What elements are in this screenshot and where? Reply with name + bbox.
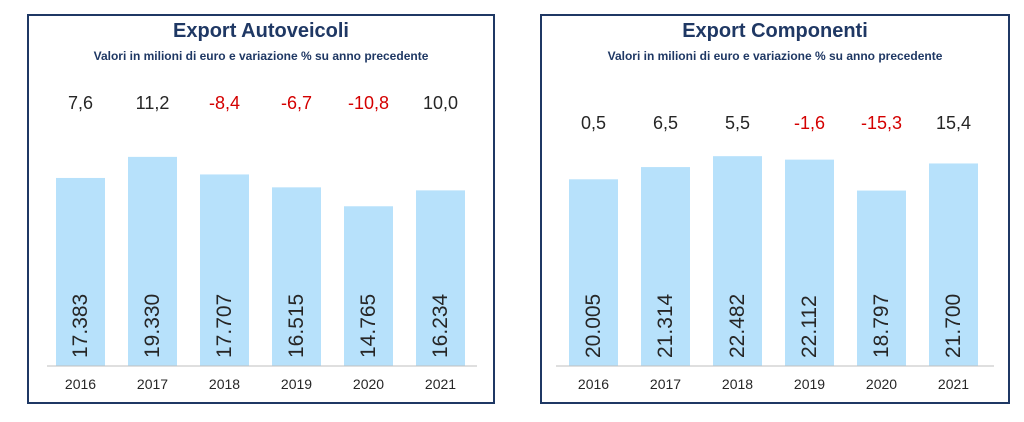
x-tick-label: 2017 <box>137 376 168 392</box>
variation-label: -10,8 <box>348 93 389 113</box>
variation-label: -6,7 <box>281 93 312 113</box>
bar <box>416 190 465 366</box>
x-tick-label: 2021 <box>938 376 969 392</box>
x-tick-label: 2020 <box>866 376 897 392</box>
bar-value-label: 22.482 <box>726 294 749 358</box>
variation-label: -15,3 <box>861 113 902 133</box>
x-tick-label: 2016 <box>578 376 609 392</box>
bar-value-label: 20.005 <box>582 294 605 358</box>
bar-value-label: 22.112 <box>798 295 821 358</box>
variation-label: 11,2 <box>136 93 170 113</box>
bar <box>344 206 393 366</box>
x-tick-label: 2018 <box>209 376 240 392</box>
bar <box>128 156 177 366</box>
variation-label: 15,4 <box>936 113 971 133</box>
variation-label: 7,6 <box>68 93 93 113</box>
chart-panel-componenti: Export Componenti Valori in milioni di e… <box>540 14 1010 404</box>
x-tick-label: 2019 <box>281 376 312 392</box>
bar-value-label: 19.330 <box>141 294 164 358</box>
bar <box>785 159 834 366</box>
variation-label: -1,6 <box>794 113 825 133</box>
bar <box>56 177 105 366</box>
bar-value-label: 18.797 <box>870 294 893 358</box>
chart-subtitle: Valori in milioni di euro e variazione %… <box>93 49 429 63</box>
chart-title: Export Componenti <box>682 20 868 42</box>
bar-value-label: 21.700 <box>942 294 965 358</box>
x-tick-label: 2020 <box>353 376 384 392</box>
bar <box>641 167 690 366</box>
bar <box>929 163 978 366</box>
chart-subtitle: Valori in milioni di euro e variazione %… <box>607 49 943 63</box>
chart-title: Export Autoveicoli <box>173 20 349 42</box>
chart-panel-autoveicoli: Export Autoveicoli Valori in milioni di … <box>27 14 495 404</box>
x-tick-label: 2019 <box>794 376 825 392</box>
bar <box>857 190 906 366</box>
bar-value-label: 16.234 <box>429 293 452 358</box>
bar-value-label: 16.515 <box>285 294 308 358</box>
variation-label: 6,5 <box>653 113 678 133</box>
bar-value-label: 21.314 <box>654 293 677 358</box>
bar-chart-autoveicoli: 17.383 7,6 2016 19.330 11,2 2017 17.707 -8,4 201… <box>47 93 477 392</box>
bar-chart-componenti: 20.005 0,5 2016 21.314 6,5 2017 22.482 5,5 2018 2… <box>556 113 994 392</box>
variation-label: 10,0 <box>423 93 458 113</box>
bar-value-label: 17.707 <box>213 294 236 358</box>
x-tick-label: 2021 <box>425 376 456 392</box>
bar <box>272 187 321 366</box>
x-tick-label: 2016 <box>65 376 96 392</box>
x-tick-label: 2017 <box>650 376 681 392</box>
variation-label: 5,5 <box>725 113 750 133</box>
bar <box>713 156 762 366</box>
variation-label: 0,5 <box>581 113 606 133</box>
x-tick-label: 2018 <box>722 376 753 392</box>
bar <box>200 174 249 366</box>
bar-value-label: 14.765 <box>357 294 380 358</box>
bar <box>569 179 618 366</box>
bar-value-label: 17.383 <box>69 294 92 358</box>
variation-label: -8,4 <box>209 93 240 113</box>
